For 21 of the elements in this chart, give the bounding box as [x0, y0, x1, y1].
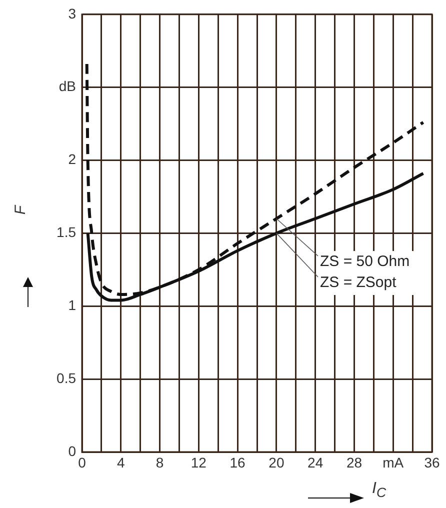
x-tick-label: 16 [230, 454, 246, 470]
annotation: ZS = 50 Ohm [320, 253, 410, 270]
y-tick-label: 1.5 [56, 224, 76, 240]
x-tick-label: 36 [424, 454, 440, 470]
x-tick-label: 28 [346, 454, 362, 470]
y-tick-label: 0 [68, 442, 76, 459]
y-tick-label: 2 [68, 151, 76, 168]
x-tick-label: 12 [190, 454, 207, 470]
annotation: ZS = ZSopt [320, 274, 398, 292]
x-tick-label: 0 [78, 454, 86, 470]
x-axis-title: I$_{C}$ [372, 480, 386, 500]
y-tick-label: 1 [68, 296, 76, 313]
x-tick-label: 4 [116, 454, 125, 470]
y-tick-label: 3 [68, 5, 76, 22]
y-tick-label: 0.5 [56, 370, 76, 386]
x-tick-label: 8 [156, 454, 164, 470]
y-tick-label: dB [58, 78, 76, 94]
x-tick-label: mA [382, 454, 404, 470]
x-tick-label: 20 [268, 454, 284, 470]
y-axis-title: F [12, 204, 30, 217]
x-tick-label: 24 [308, 454, 324, 470]
